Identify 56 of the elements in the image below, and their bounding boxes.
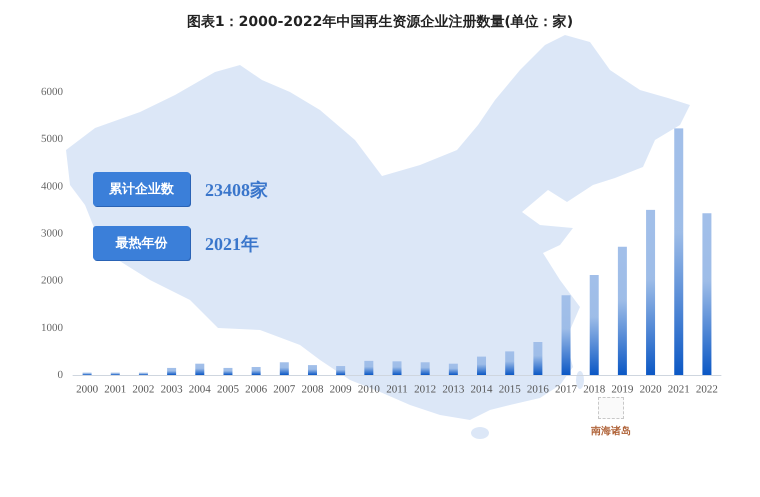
y-tick-label: 4000 <box>41 180 64 192</box>
bar <box>562 295 571 375</box>
bar <box>280 362 289 375</box>
x-tick-label: 2001 <box>104 384 126 396</box>
x-tick-label: 2003 <box>160 384 184 396</box>
x-tick-label: 2020 <box>640 384 662 396</box>
annotation: 2021年 <box>205 233 259 256</box>
x-tick-label: 2010 <box>358 384 380 396</box>
x-tick-label: 2016 <box>526 384 550 396</box>
y-tick-label: 1000 <box>41 322 64 334</box>
text: 南海诸岛 <box>591 424 631 438</box>
bar <box>477 356 486 375</box>
annotation: 最热年份 <box>116 235 168 252</box>
x-tick-label: 2015 <box>498 384 522 396</box>
bar <box>505 351 514 375</box>
x-tick-label: 2005 <box>216 384 240 396</box>
x-tick-label: 2018 <box>583 384 606 396</box>
x-tick-label: 2006 <box>245 384 268 396</box>
y-tick-label: 6000 <box>41 86 64 98</box>
x-tick-label: 2019 <box>611 384 634 396</box>
bar <box>392 361 402 375</box>
x-tick-label: 2004 <box>188 384 212 396</box>
x-tick-label: 2013 <box>442 384 465 396</box>
bar <box>646 210 656 375</box>
annotation: 23408家 <box>205 179 268 202</box>
x-tick-label: 2002 <box>132 384 154 396</box>
x-tick-label: 2021 <box>668 384 690 396</box>
x-tick-label: 2007 <box>273 384 296 396</box>
bar <box>364 360 374 375</box>
chart-title: 图表1：2000-2022年中国再生资源企业注册数量(单位：家) <box>186 13 574 30</box>
x-tick-label: 2022 <box>696 384 718 396</box>
y-tick-label: 3000 <box>41 228 64 240</box>
bar <box>702 213 712 375</box>
bar <box>223 368 232 375</box>
bar <box>308 365 317 375</box>
bar <box>590 275 599 375</box>
bar <box>420 362 430 375</box>
bar <box>336 366 346 375</box>
bar <box>618 246 627 375</box>
bar <box>252 366 261 375</box>
x-tick-label: 2012 <box>414 384 436 396</box>
bar <box>167 368 176 375</box>
bar <box>533 342 542 375</box>
x-tick-label: 2011 <box>386 384 408 396</box>
x-tick-label: 2014 <box>470 384 494 396</box>
x-tick-label: 2017 <box>555 384 578 396</box>
annotation: 累计企业数 <box>109 181 174 198</box>
y-tick-label: 5000 <box>41 133 64 146</box>
bar <box>195 364 204 375</box>
y-tick-label: 0 <box>58 369 64 381</box>
bar <box>448 364 458 375</box>
x-tick-label: 2000 <box>76 384 99 396</box>
x-tick-label: 2008 <box>301 384 324 396</box>
x-tick-label: 2009 <box>330 384 352 396</box>
y-tick-label: 2000 <box>41 274 64 287</box>
bar <box>674 128 684 375</box>
